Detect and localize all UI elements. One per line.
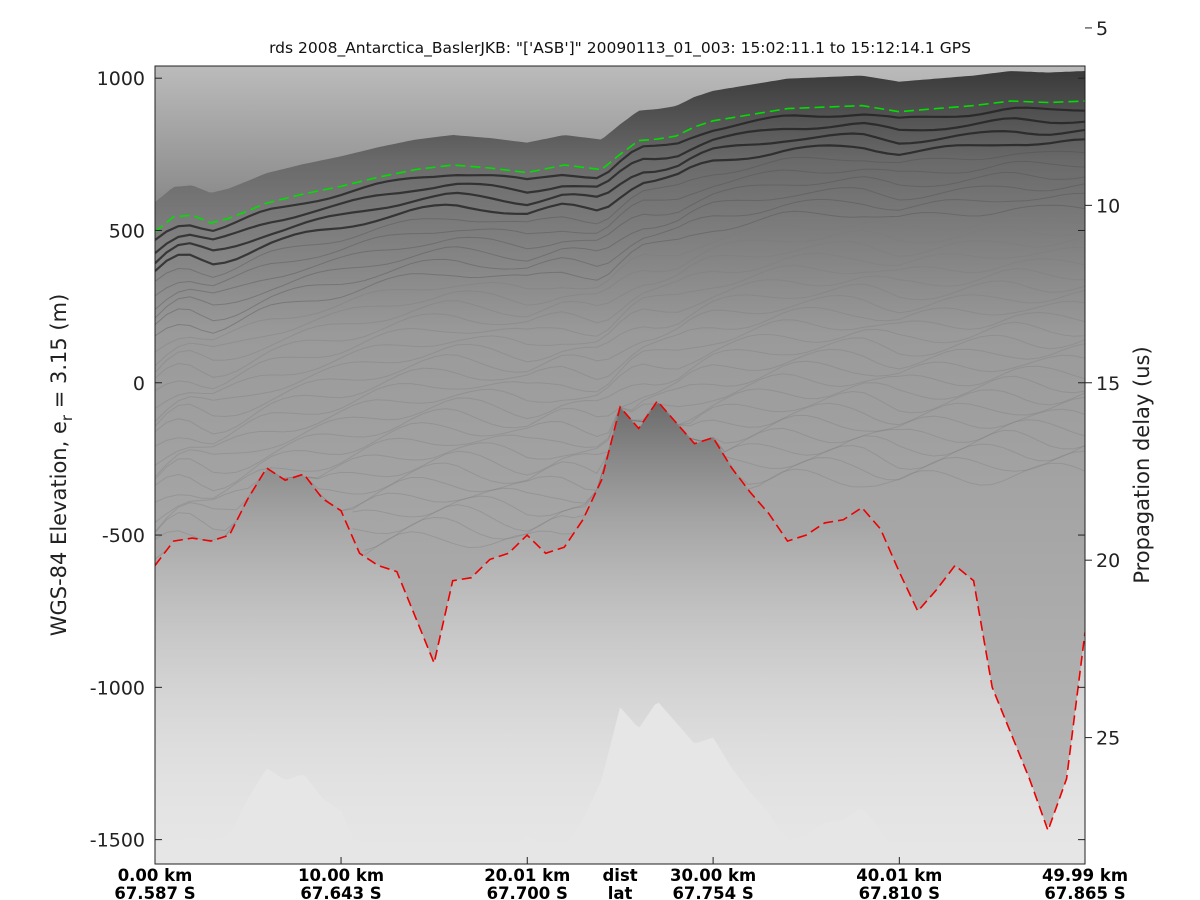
internal-layer-line: [155, 150, 1085, 282]
internal-layer-line: [155, 289, 1085, 427]
x-tick-label-distance: 30.00 km: [670, 866, 756, 885]
x-tick-label-latitude: 67.700 S: [487, 884, 568, 900]
x-tick-label-latitude: 67.587 S: [114, 884, 195, 900]
left-y-tick-label: 1000: [97, 68, 145, 90]
internal-layer-line: [155, 311, 1085, 447]
internal-layer-line: [155, 192, 1085, 326]
air-region: [155, 66, 1085, 202]
x-tick-label-latitude: 67.754 S: [672, 884, 753, 900]
internal-layer-line: [155, 246, 1085, 379]
surface-pick-line: [155, 100, 1085, 233]
x-tick-label-distance: 0.00 km: [118, 866, 193, 885]
internal-layer-line: [155, 160, 1085, 297]
internal-layer-line: [155, 214, 1085, 353]
internal-layer-line: [155, 280, 1085, 422]
internal-layer-line: [155, 204, 1085, 337]
internal-layer-line: [155, 300, 1085, 435]
left-y-tick-label: 500: [109, 220, 145, 242]
internal-layer-line: [155, 106, 1085, 241]
left-y-axis: 1000 500 0 -500 -1000 -1500: [90, 68, 1085, 852]
left-y-tick-label: 0: [133, 373, 145, 395]
right-y-tick-label: 20: [1096, 550, 1120, 572]
x-tick-label-latitude: 67.810 S: [859, 884, 940, 900]
internal-layer-line: [155, 334, 1085, 478]
internal-layer-line: [155, 236, 1085, 373]
plot-frame: [154, 65, 1086, 865]
internal-layer-line: [352, 403, 1085, 518]
right-y-tick-label: 15: [1096, 373, 1120, 395]
x-row-label-lat: lat: [608, 884, 633, 900]
picked-layers: [155, 100, 1085, 833]
bed-echo-shadow: [155, 402, 1085, 864]
internal-layer-line: [155, 117, 1085, 255]
internal-layer-line: [155, 171, 1085, 310]
internal-layer-line: [155, 321, 1085, 466]
ice-column: [155, 71, 1085, 826]
x-tick-label-distance: 49.99 km: [1042, 866, 1128, 885]
internal-layer-line: [155, 225, 1085, 367]
x-tick-label-latitude: 67.643 S: [300, 884, 381, 900]
internal-layer-line: [155, 267, 1085, 409]
plot-area: [155, 66, 1085, 864]
x-tick-label-latitude: 67.865 S: [1044, 884, 1125, 900]
y-axis-label-left-main: WGS-84 Elevation, e: [47, 421, 71, 636]
chart-title: rds 2008_Antarctica_BaslerJKB: "['ASB']"…: [269, 39, 971, 58]
right-y-axis: 51015202530: [1085, 18, 1120, 750]
y-axis-label-left-suffix: = 3.15 (m): [47, 294, 71, 415]
y-axis-label-left: WGS-84 Elevation, er = 3.15 (m): [47, 294, 76, 637]
left-y-tick-label: -1000: [90, 677, 145, 699]
bed-pick-line: [155, 399, 1085, 833]
x-tick-label-distance: 20.01 km: [484, 866, 570, 885]
left-y-tick-label: -1500: [90, 830, 145, 852]
x-tick-label-distance: 10.00 km: [298, 866, 384, 885]
internal-layer-line: [155, 128, 1085, 265]
internal-layer-line: [155, 183, 1085, 319]
right-y-tick-label: 5: [1096, 18, 1108, 40]
x-row-label-dist: dist: [602, 866, 637, 885]
right-y-tick-label: 10: [1096, 195, 1120, 217]
y-axis-label-left-subscript: r: [58, 414, 76, 421]
internal-layer-line: [155, 258, 1085, 392]
right-y-tick-label: 25: [1096, 728, 1120, 750]
left-y-tick-label: -500: [102, 525, 145, 547]
y-axis-label-right: Propagation delay (us): [1130, 346, 1154, 583]
x-tick-label-distance: 40.01 km: [856, 866, 942, 885]
internal-layer-line: [155, 138, 1085, 272]
internal-layers: [155, 106, 1085, 560]
